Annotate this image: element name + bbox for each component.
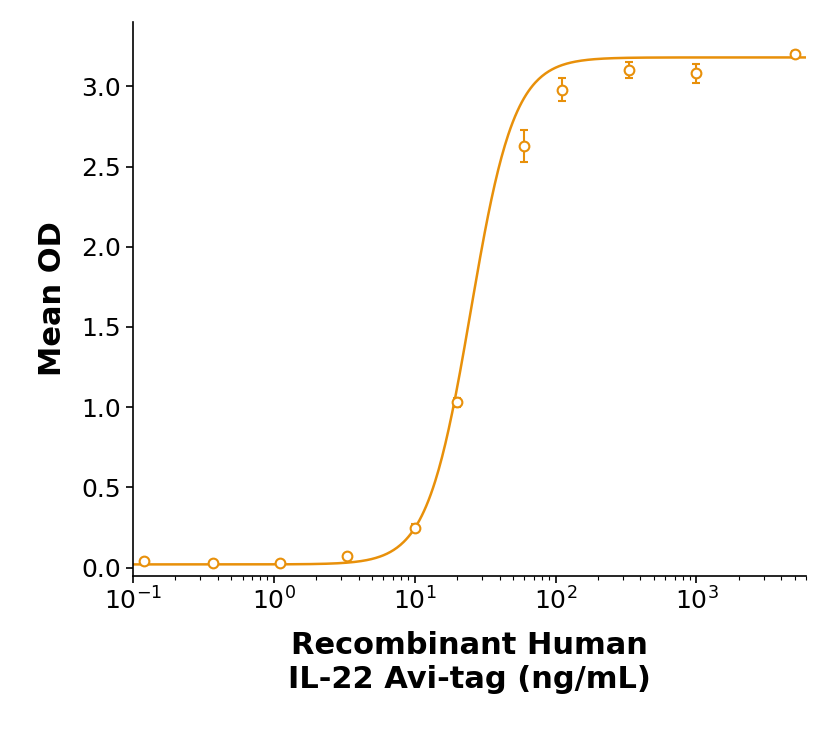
Y-axis label: Mean OD: Mean OD	[38, 221, 67, 376]
X-axis label: Recombinant Human
IL-22 Avi-tag (ng/mL): Recombinant Human IL-22 Avi-tag (ng/mL)	[288, 631, 651, 694]
